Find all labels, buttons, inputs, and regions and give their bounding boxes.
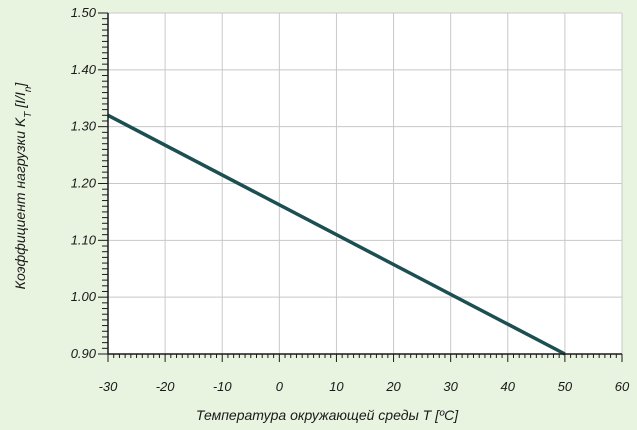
x-tick-label: -30 — [99, 379, 119, 394]
x-tick-labels: -30 -20 -10 0 10 20 30 40 50 60 — [99, 379, 630, 394]
y-tick-label: 1.20 — [71, 176, 97, 191]
series-group — [107, 113, 566, 356]
x-tick-label: 50 — [558, 379, 573, 394]
x-axis-title: Температура окружающей среды T [ºC] — [196, 407, 459, 423]
grid-lines — [108, 12, 623, 354]
x-tick-label: -10 — [213, 379, 233, 394]
y-axis-title: Коэффициент нагрузки KT [I/In] — [12, 82, 34, 290]
y-axis-title-bracket-sub: n — [23, 86, 34, 92]
x-tick-label: 40 — [501, 379, 516, 394]
x-tick-label: 30 — [443, 379, 458, 394]
y-tick-label: 1.50 — [71, 5, 97, 20]
x-tick-label: 0 — [276, 379, 284, 394]
y-tick-labels: 0.90 1.00 1.10 1.20 1.30 1.40 1.50 — [71, 5, 97, 361]
y-axis-title-main: Коэффициент нагрузки K — [12, 117, 28, 289]
axes — [107, 13, 622, 355]
y-axis-title-sub: T — [23, 111, 34, 118]
y-tick-label: 1.40 — [71, 62, 97, 77]
x-tick-label: -20 — [156, 379, 176, 394]
minor-ticks — [98, 12, 623, 362]
series-line — [107, 113, 566, 356]
y-tick-label: 1.10 — [71, 232, 97, 247]
y-tick-label: 0.90 — [71, 346, 97, 361]
y-tick-label: 1.00 — [71, 289, 97, 304]
x-tick-label: 10 — [329, 379, 344, 394]
x-tick-label: 60 — [615, 379, 630, 394]
y-axis-title-bracket-close: ] — [12, 82, 28, 89]
y-axis-title-bracket: [I/I — [12, 92, 28, 112]
x-tick-label: 20 — [385, 379, 401, 394]
y-tick-label: 1.30 — [71, 119, 97, 134]
